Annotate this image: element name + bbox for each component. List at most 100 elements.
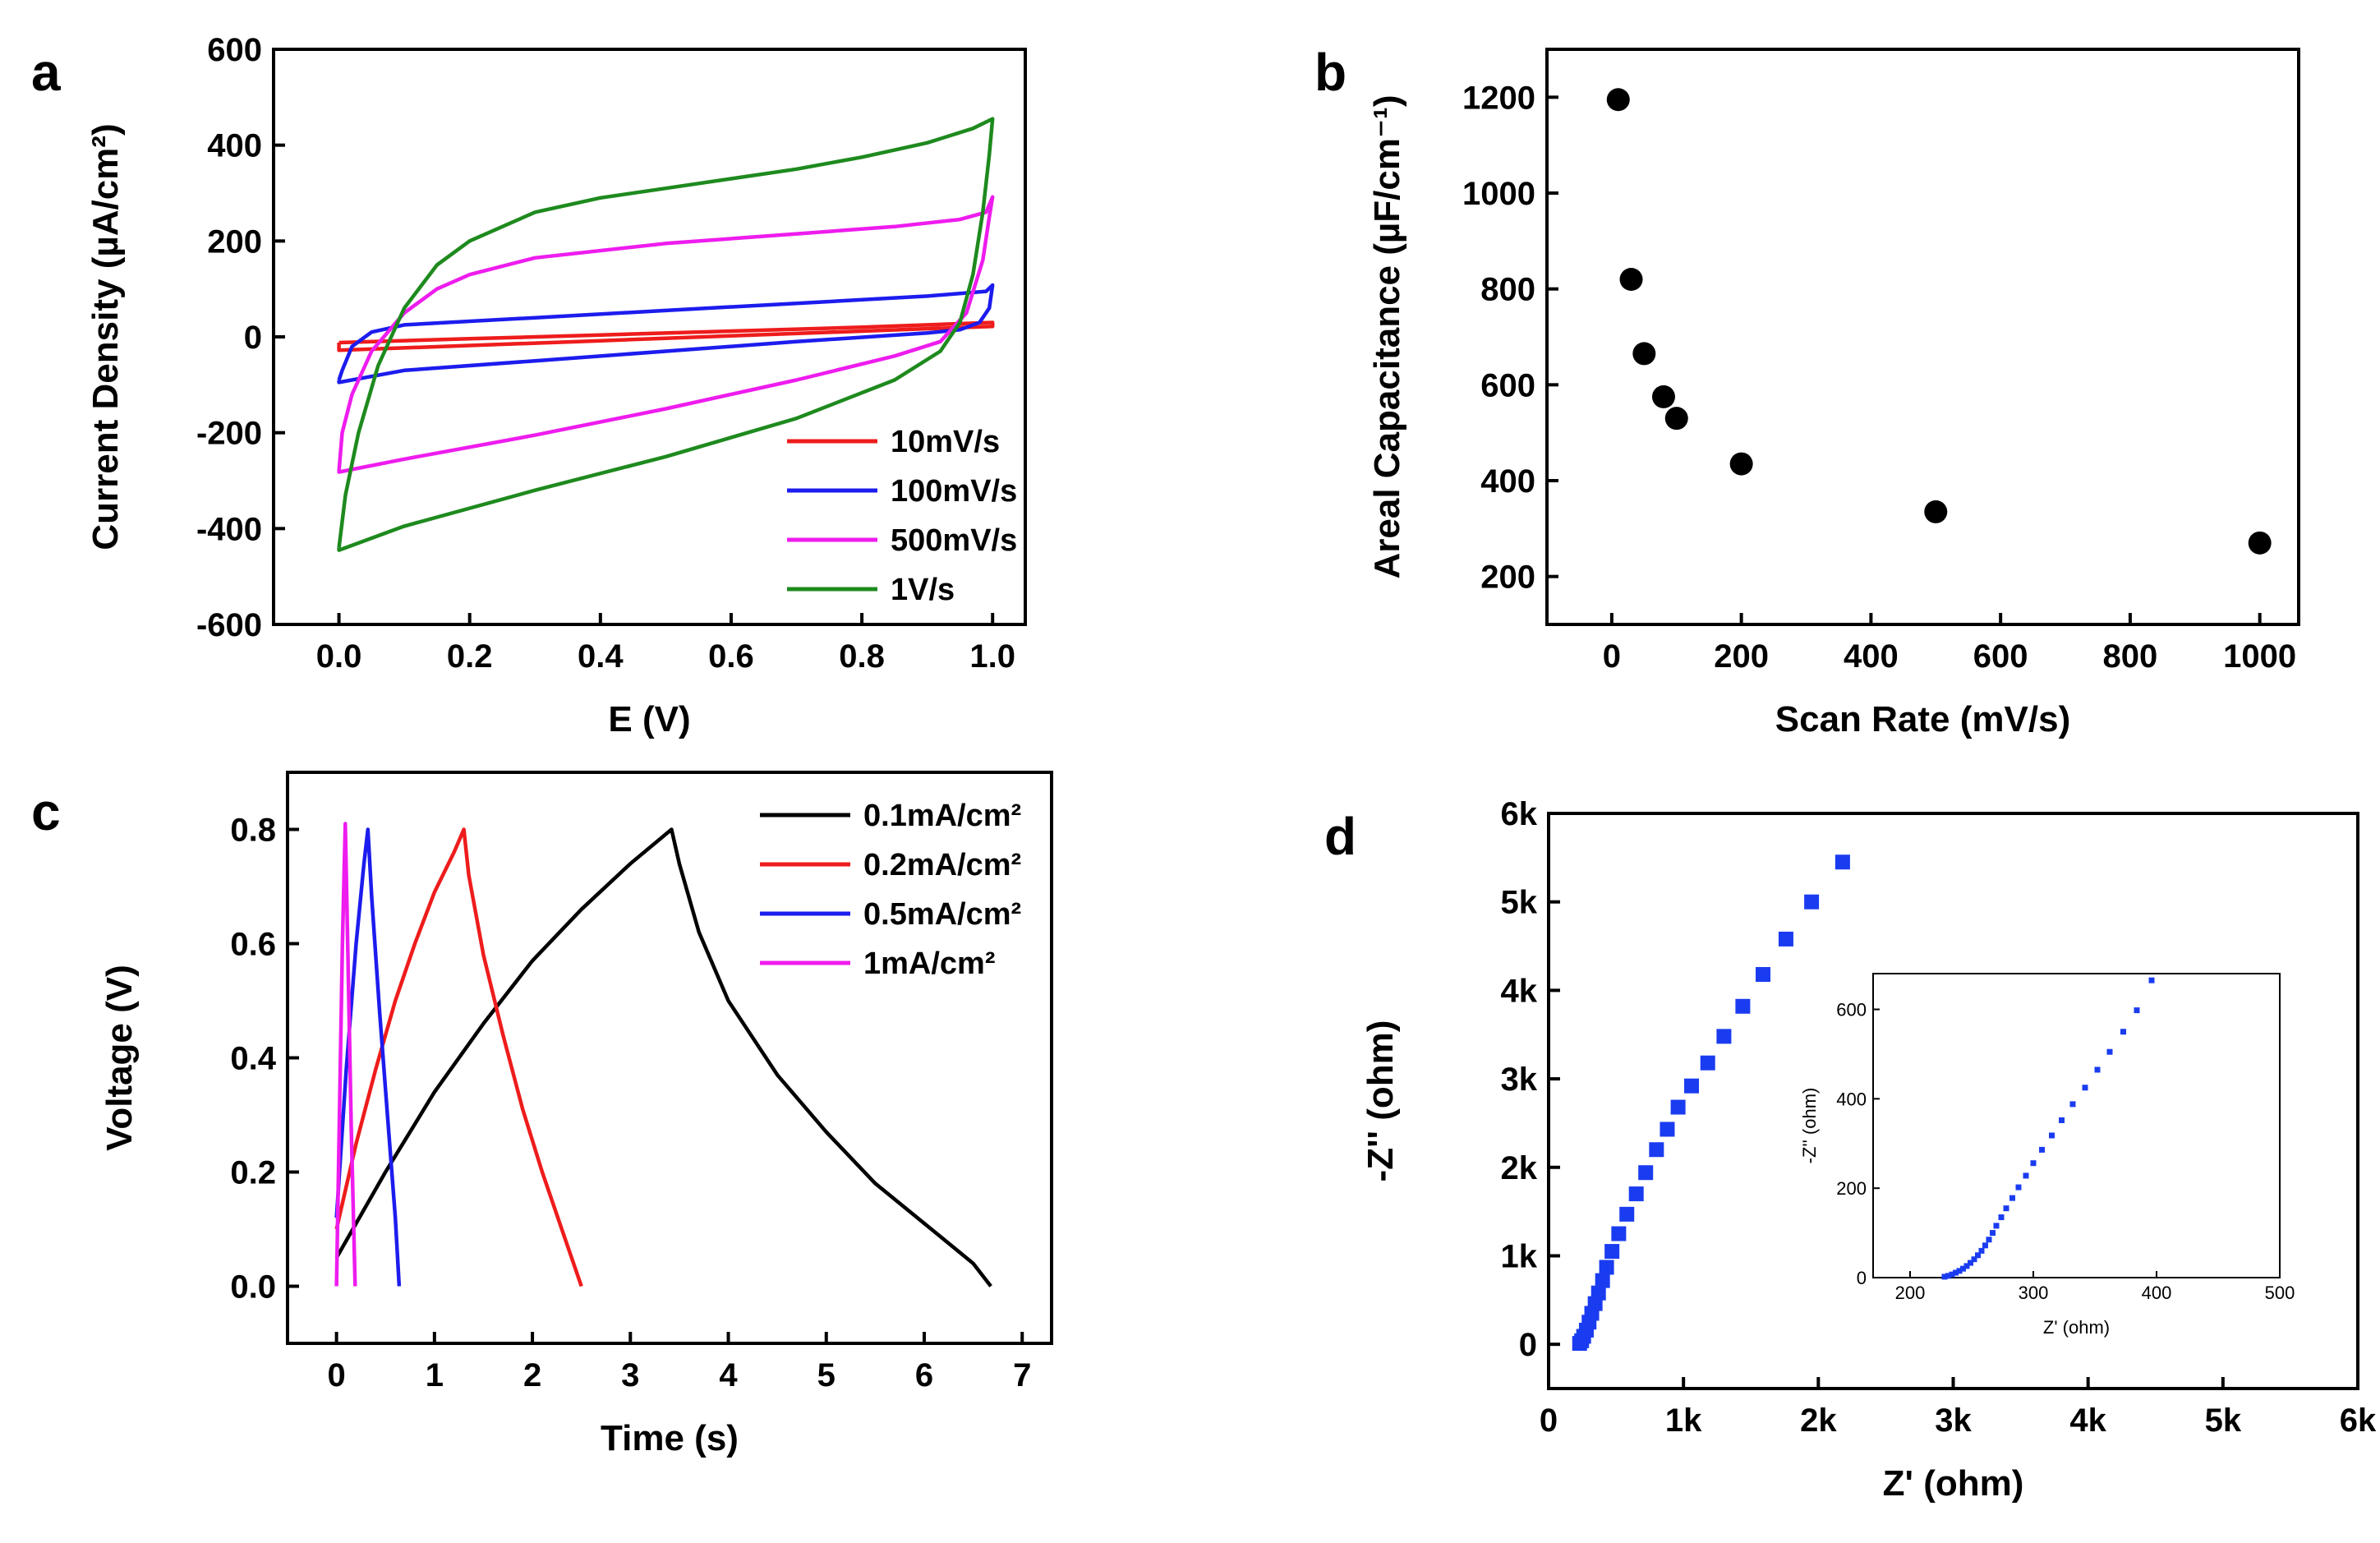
inset-impedance-point [2106,1048,2113,1055]
panel-b-capacitance-chart: 0 200 400 600 800 1000 200 400 600 800 1000 1200 Sca… [1367,48,2300,739]
capacitance-point [1651,385,1675,408]
x-tick-label: 3k [1935,1403,1972,1439]
x-tick-label: 0.6 [708,638,754,675]
inset-impedance-point [2039,1146,2045,1153]
y-tick-label: 0 [1519,1327,1537,1363]
x-tick-label: 4k [2069,1403,2106,1439]
y-tick-label: 200 [1480,560,1535,596]
inset-impedance-point [1982,1242,1988,1249]
panel-letter-d: d [1324,807,1356,866]
x-tick-label: 0.0 [316,638,362,675]
legend-entry: 500mV/s [891,523,1017,558]
inset-impedance-point [1975,1252,1981,1259]
x-tick-label: 6k [2340,1403,2377,1439]
inset-impedance-point [2030,1160,2037,1167]
impedance-point [1604,1244,1620,1260]
gcd-curve-2 [334,827,402,1287]
y-tick-label: 0.4 [230,1041,276,1077]
inset-impedance-point [2049,1132,2055,1139]
cv-loop-100mvs [337,283,995,385]
x-tick-label: 400 [2142,1283,2172,1303]
x-tick-label: 0.4 [578,638,624,675]
cv-loop-1vs [337,117,995,552]
legend-entry: 100mV/s [891,474,1017,509]
impedance-point [1804,894,1820,910]
impedance-point [1649,1142,1664,1158]
inset-impedance-point [2094,1066,2101,1073]
x-tick-label: 1.0 [969,638,1015,675]
y-tick-label: 0.0 [230,1269,276,1306]
impedance-point [1660,1122,1675,1137]
y-tick-label: 600 [1480,367,1535,403]
x-tick-label: 0.8 [839,638,885,675]
legend-entry: 0.2mA/cm² [863,848,1021,882]
x-tick-label: 7 [1013,1357,1031,1393]
x-tick-label: 500 [2265,1283,2295,1303]
x-tick-label: 5 [817,1357,836,1393]
impedance-point [1716,1029,1732,1044]
y-tick-label: 5k [1501,885,1538,921]
legend-entry: 0.1mA/cm² [863,799,1021,833]
x-tick-label: 400 [1844,638,1899,675]
panel-d-eis-chart: 0 1k 2k 3k 4k 5k 6k 0 1k 2k 3k 4k 5k 6k Z' (ohm) -Z'' (… [1360,796,2377,1504]
plot-frame [1545,48,2300,626]
x-tick-label: 5k [2205,1403,2242,1439]
gcd-curve-3 [334,822,357,1287]
inset-impedance-point [2148,977,2155,983]
x-axis-title: Z' (ohm) [1883,1463,2024,1504]
impedance-point [1670,1099,1686,1115]
x-tick-label: 6 [915,1357,933,1393]
capacitance-point [1606,88,1630,112]
y-tick-label: -400 [196,511,262,547]
x-axis-title: Z' (ohm) [2043,1317,2110,1338]
y-tick-label: 2k [1501,1150,1538,1186]
y-tick-label: 3k [1501,1062,1538,1098]
y-tick-label: 0 [1857,1268,1867,1288]
capacitance-point [2248,531,2272,555]
plot-frame [1547,812,2359,1390]
gcd-curve-0 [334,827,992,1287]
inset-impedance-point [2023,1172,2029,1179]
y-tick-label: 400 [1836,1089,1867,1109]
y-tick-label: 6k [1501,796,1538,832]
cv-loop-10mvs [337,320,995,352]
x-tick-label: 600 [1973,638,2028,675]
impedance-point [1700,1055,1715,1071]
inset-impedance-point [1986,1237,1992,1243]
panel-c-gcd-chart: 0 1 2 3 4 5 6 7 0.0 0.2 0.4 0.6 0.8 Time (s) Voltage (… [99,771,1053,1458]
impedance-point [1756,967,1771,982]
impedance-point [1591,1285,1606,1301]
inset-impedance-point [1960,1265,1966,1272]
inset-impedance-point [1968,1260,1973,1266]
y-tick-label: 1k [1501,1238,1538,1274]
panel-a-cv-chart: 0.0 0.2 0.4 0.6 0.8 1.0 -600 -400 -200 0 200 400 600… [85,32,1027,739]
y-tick-label: 0 [244,320,262,356]
inset-impedance-point [2009,1195,2015,1201]
y-axis-title: -Z'' (ohm) [1799,1088,1820,1164]
x-tick-label: 800 [2103,638,2158,675]
panel-letter-b: b [1314,43,1347,102]
inset-impedance-point [1971,1256,1977,1263]
y-tick-label: 1000 [1462,176,1535,212]
capacitance-point [1924,500,1948,523]
x-tick-label: 2 [523,1357,541,1393]
y-axis-title: -Z'' (ohm) [1360,1020,1401,1182]
panel-letter-a: a [31,43,61,102]
y-tick-label: 400 [207,128,262,164]
y-tick-label: 0.6 [230,927,276,963]
legend-entry: 10mV/s [891,425,1000,459]
y-tick-label: 0.2 [230,1155,276,1191]
x-tick-label: 1k [1665,1403,1702,1439]
impedance-point [1619,1206,1635,1222]
x-tick-label: 4 [719,1357,738,1393]
impedance-point [1684,1078,1700,1094]
capacitance-point [1664,407,1688,431]
inset-impedance-point [1963,1263,1970,1269]
x-axis-title: E (V) [608,699,690,739]
impedance-point [1611,1226,1627,1241]
panel-letter-c: c [31,782,61,841]
y-tick-label: 400 [1480,463,1535,500]
y-tick-label: 1200 [1462,80,1535,116]
inset-impedance-point [1953,1269,1959,1276]
